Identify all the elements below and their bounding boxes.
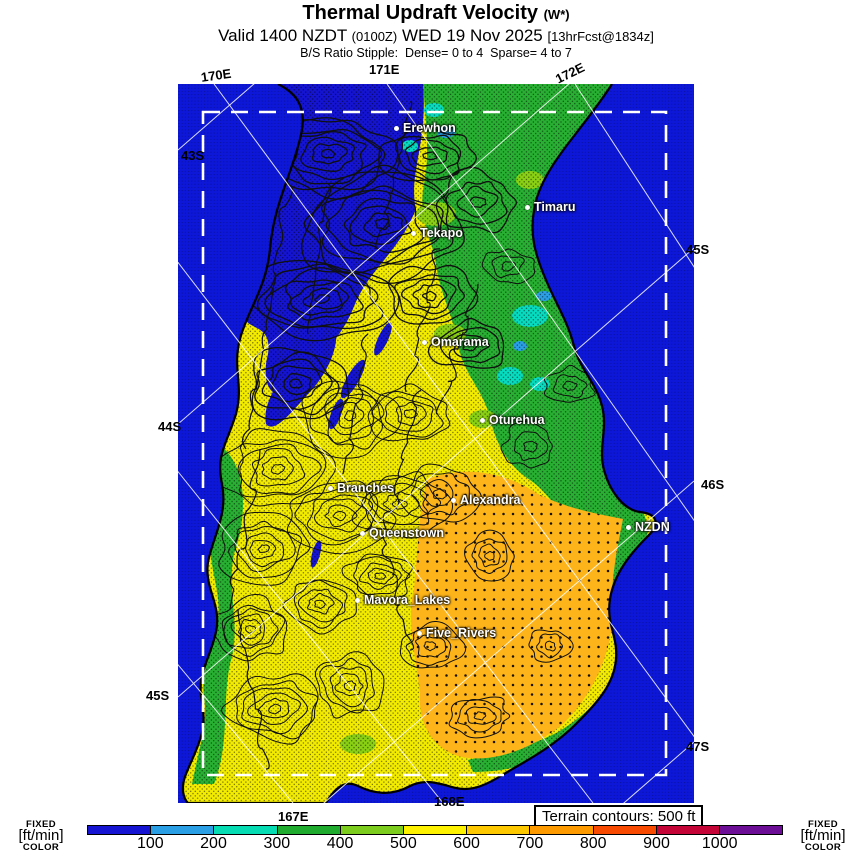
place-label: Timaru	[525, 200, 575, 214]
colorbar-tick: 300	[263, 835, 291, 852]
place-name: Timaru	[534, 200, 576, 214]
colorbar-segment	[88, 826, 151, 834]
colorbar-segment	[339, 826, 403, 834]
place-label: Omarama	[422, 335, 489, 349]
place-dot	[355, 597, 360, 603]
place-dot	[525, 204, 530, 210]
place-label: Tekapo	[411, 226, 463, 240]
coord-label: 43S	[181, 148, 205, 163]
place-dot	[626, 524, 631, 530]
coord-label: 47S	[686, 739, 710, 754]
colorbar-tick: 800	[579, 835, 607, 852]
terrain-contours-note: Terrain contours: 500 ft	[534, 805, 704, 828]
place-name: Queenstown	[369, 526, 445, 540]
valid-date: WED 19 Nov 2025	[401, 26, 543, 45]
place-label: Mavora_Lakes	[355, 593, 450, 607]
place-label: Five_Rivers	[417, 626, 496, 640]
color-label: COLOR	[804, 842, 842, 853]
place-dot	[422, 339, 427, 345]
colorbar-tick: 500	[390, 835, 417, 852]
place-name: Five_Rivers	[426, 626, 497, 640]
colorbar-tick: 900	[643, 835, 670, 852]
place-name: Tekapo	[420, 226, 463, 240]
place-dot	[411, 230, 416, 236]
place-dot	[360, 530, 365, 536]
fixed-label: FIXED	[26, 819, 56, 830]
place-label: NZDN	[626, 520, 670, 534]
colorbar-segment	[213, 826, 277, 834]
colorbar-segment	[466, 826, 530, 834]
place-dot	[417, 630, 422, 636]
valid-prefix: Valid 1400 NZDT	[218, 26, 347, 45]
header: Thermal Updraft Velocity (W*) Valid 1400…	[22, 2, 850, 60]
colorbar-ticks: 100 200 300 400 500 600 700 800 900 1000	[87, 835, 783, 855]
unit-label: [ft/min]	[800, 827, 846, 844]
unit-label: [ft/min]	[18, 827, 64, 844]
fixed-label: FIXED	[808, 819, 838, 830]
colorbar-segment	[529, 826, 593, 834]
colorbar-segment	[402, 826, 467, 834]
colorbar-tick: 200	[200, 835, 227, 852]
colorbar-tick: 700	[516, 835, 544, 852]
place-name: Oturehua	[489, 413, 545, 427]
colorbar-legend-right: FIXED [ft/min] COLOR	[786, 819, 850, 853]
coord-label: 46S	[701, 477, 725, 492]
domain-boundary	[201, 110, 668, 777]
valid-zulu: (0100Z)	[351, 29, 398, 44]
valid-fcst: [13hrFcst@1834z]	[547, 29, 654, 44]
place-label: Queenstown	[360, 526, 444, 540]
coord-label: 167E	[278, 809, 309, 824]
colorbar-tick: 1000	[701, 835, 738, 852]
coord-label: 171E	[369, 62, 400, 77]
coord-label: 168E	[434, 794, 465, 809]
terrain-note-text: Terrain contours: 500 ft	[542, 808, 696, 825]
place-dot	[451, 497, 456, 503]
place-name: Omarama	[431, 335, 489, 349]
place-dot	[480, 417, 485, 423]
colorbar-tick: 100	[136, 835, 164, 852]
colorbar-segment	[150, 826, 214, 834]
place-name: Branches	[337, 481, 394, 495]
place-label: Erewhon	[394, 121, 456, 135]
place-name: Alexandra	[460, 493, 521, 507]
colorbar-tick: 600	[453, 835, 480, 852]
place-dot	[394, 125, 399, 131]
coord-label: 45S	[686, 242, 710, 257]
stipple-note: B/S Ratio Stipple: Dense= 0 to 4 Sparse=…	[300, 45, 572, 60]
coord-label: 44S	[158, 419, 182, 434]
place-label: Alexandra	[451, 493, 520, 507]
colorbar-segment	[592, 826, 656, 834]
colorbar-segment	[276, 826, 340, 834]
colorbar-legend-left: FIXED [ft/min] COLOR	[4, 819, 78, 853]
place-name: NZDN	[635, 520, 670, 534]
colorbar-tick: 400	[326, 835, 354, 852]
colorbar	[87, 825, 783, 835]
place-label: Oturehua	[480, 413, 545, 427]
place-label: Branches	[328, 481, 394, 495]
color-label: COLOR	[22, 842, 60, 853]
page-title: Thermal Updraft Velocity (W*)	[22, 2, 850, 25]
colorbar-segment	[655, 826, 719, 834]
place-dot	[328, 485, 333, 491]
place-name: Mavora_Lakes	[364, 593, 451, 607]
colorbar-segment	[718, 826, 783, 834]
valid-time-line: Valid 1400 NZDT (0100Z) WED 19 Nov 2025 …	[22, 26, 850, 46]
coord-label: 45S	[146, 688, 170, 703]
coastline	[181, 83, 657, 805]
coord-label: 170E	[200, 65, 233, 85]
coord-label: 172E	[553, 59, 587, 87]
place-name: Erewhon	[403, 121, 456, 135]
title-text: Thermal Updraft Velocity	[302, 2, 539, 24]
title-unit: (W*)	[543, 7, 570, 22]
